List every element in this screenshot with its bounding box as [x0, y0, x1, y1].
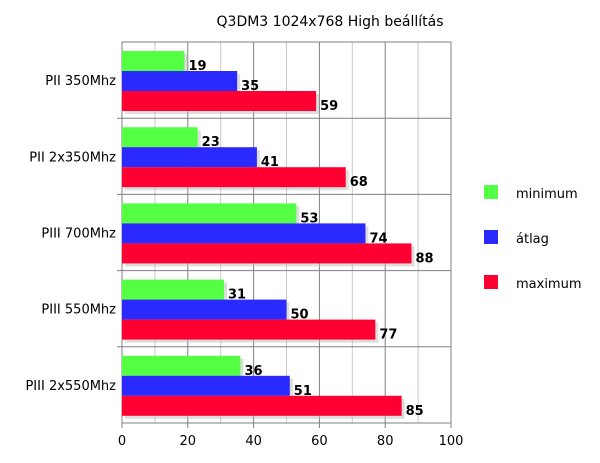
bar-minimum [122, 127, 198, 148]
category-label: PIII 2x550Mhz [25, 379, 116, 394]
x-tick-label: 20 [180, 434, 197, 449]
x-tick-label: 60 [311, 434, 328, 449]
bar-maximum [122, 167, 346, 188]
data-label: 41 [261, 155, 279, 170]
bar-maximum [122, 243, 412, 264]
category-label: PII 2x350Mhz [29, 150, 116, 165]
data-label: 35 [241, 79, 259, 94]
bar-maximum [122, 395, 402, 416]
data-label: 50 [291, 308, 309, 323]
bar-átlag [122, 223, 366, 244]
data-label: 31 [228, 288, 246, 303]
legend-swatch-minimum [484, 185, 498, 199]
bar-átlag [122, 147, 257, 168]
bar-minimum [122, 279, 224, 300]
data-label: 23 [202, 135, 220, 150]
legend-swatch-maximum [484, 275, 498, 289]
x-tick-label: 40 [245, 434, 262, 449]
data-label: 51 [294, 384, 312, 399]
data-label: 88 [416, 251, 434, 266]
legend-label: minimum [516, 187, 578, 202]
data-label: 77 [379, 328, 397, 343]
bar-maximum [122, 91, 317, 111]
x-tick-label: 0 [118, 434, 126, 449]
data-label: 68 [350, 175, 368, 190]
bar-minimum [122, 51, 185, 71]
bar-minimum [122, 355, 241, 376]
legend-label: maximum [516, 277, 582, 292]
data-label: 36 [244, 364, 262, 379]
legend-label: átlag [516, 232, 549, 247]
bar-átlag [122, 375, 290, 396]
data-label: 19 [189, 59, 207, 74]
bar-átlag [122, 299, 287, 320]
x-tick-label: 100 [439, 434, 464, 449]
data-label: 59 [320, 99, 338, 114]
chart-title: Q3DM3 1024x768 High beállítás [217, 14, 444, 30]
bar-minimum [122, 203, 297, 224]
category-label: PIII 550Mhz [41, 303, 116, 318]
bar-átlag [122, 71, 238, 91]
legend-swatch-átlag [484, 230, 498, 244]
bar-maximum [122, 319, 376, 340]
x-tick-label: 80 [377, 434, 394, 449]
data-label: 53 [300, 211, 318, 226]
category-label: PII 350Mhz [45, 74, 116, 89]
data-label: 74 [369, 231, 387, 246]
data-label: 85 [406, 404, 424, 419]
category-label: PIII 700Mhz [41, 227, 116, 242]
